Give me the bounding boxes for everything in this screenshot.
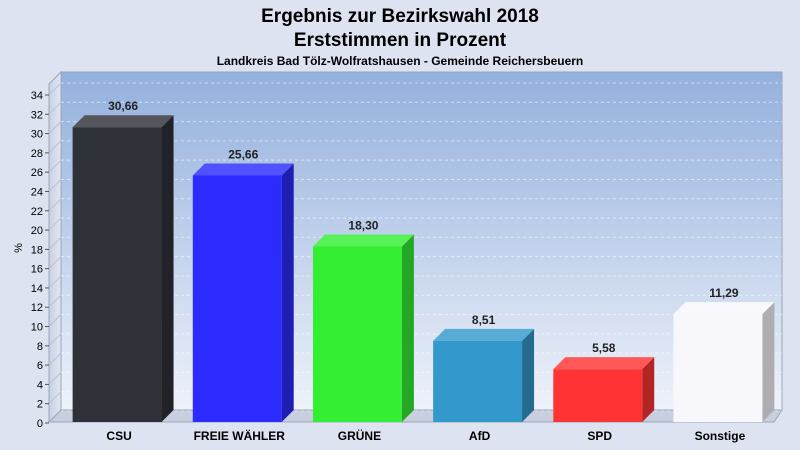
- bar-top: [72, 115, 174, 128]
- plot-back-wall: [60, 71, 783, 411]
- x-tick-label: FREIE WÄHLER: [194, 428, 286, 443]
- y-tick-label: 26: [31, 167, 43, 179]
- chart-title-line1: Ergebnis zur Bezirkswahl 2018: [261, 6, 539, 27]
- grid-line-diagonal: [48, 333, 62, 347]
- grid-line-diagonal: [48, 179, 62, 192]
- y-tick-label: 22: [31, 206, 43, 218]
- grid-line-diagonal: [48, 121, 62, 134]
- value-label: 30,66: [108, 99, 138, 113]
- y-tick-label: 20: [31, 225, 43, 237]
- grid-line-diagonal: [48, 294, 62, 308]
- grid-line-diagonal: [48, 352, 62, 366]
- y-tick-label: 30: [31, 129, 43, 141]
- bar-front: [72, 127, 162, 422]
- grid-line-diagonal: [48, 391, 62, 405]
- y-tick-label: 4: [37, 379, 43, 391]
- bar-top: [673, 302, 775, 315]
- grid-line-diagonal: [48, 159, 62, 173]
- value-label: 11,29: [709, 286, 739, 300]
- y-tick-label: 18: [31, 244, 43, 256]
- value-label: 8,51: [472, 313, 496, 327]
- bar-spd: [553, 357, 655, 422]
- bar-side: [642, 357, 655, 422]
- x-tick-label: GRÜNE: [338, 428, 381, 443]
- grid-line-diagonal: [48, 410, 62, 424]
- y-tick-label: 6: [37, 360, 43, 372]
- bar-front: [312, 246, 402, 422]
- bar-side: [401, 234, 414, 422]
- y-tick-label: 8: [37, 341, 43, 353]
- grid-line-diagonal: [48, 101, 62, 115]
- bars: [72, 115, 775, 422]
- grid-line-diagonal: [48, 256, 62, 270]
- bar-side: [281, 163, 294, 422]
- bar-sonstige: [673, 302, 775, 422]
- bar-front: [673, 314, 763, 422]
- bar-front: [433, 340, 523, 422]
- grid-line-diagonal: [48, 314, 62, 327]
- value-label: 5,58: [592, 341, 616, 355]
- y-tick-label: 34: [31, 90, 43, 102]
- grid-line-diagonal: [48, 82, 62, 96]
- bar-side: [522, 328, 535, 422]
- bar-top: [312, 234, 414, 247]
- chart-title-line2: Erststimmen in Prozent: [294, 30, 507, 51]
- plot-area: [47, 70, 783, 424]
- value-labels: 30,66 25,66 18,30 8,51 5,58 11,29: [108, 99, 739, 355]
- y-tick-label: 10: [31, 322, 43, 334]
- bar-side: [161, 115, 174, 422]
- bar-grüne: [312, 234, 414, 422]
- x-tick-label: Sonstige: [695, 429, 746, 443]
- bar-top: [433, 328, 535, 341]
- y-tick-label: 12: [31, 302, 43, 314]
- bar-top: [192, 163, 294, 176]
- grid-line-diagonal: [48, 198, 62, 212]
- y-tick-label: 24: [31, 186, 43, 198]
- y-tick-label: 14: [31, 283, 43, 295]
- y-tick-label: 28: [31, 148, 43, 160]
- x-tick-label: SPD: [587, 429, 612, 443]
- bar-side: [762, 302, 775, 422]
- y-tick-label: 16: [31, 264, 43, 276]
- grid-line-diagonal: [48, 236, 62, 250]
- bar-csu: [72, 115, 174, 422]
- bar-top: [553, 357, 655, 370]
- y-tick-label: 32: [31, 109, 43, 121]
- chart-subtitle: Landkreis Bad Tölz-Wolfratshausen - Geme…: [217, 54, 584, 68]
- grid-line-diagonal: [48, 140, 62, 154]
- grid-line-diagonal: [48, 275, 62, 289]
- grid-lines: [48, 82, 782, 424]
- value-label: 25,66: [228, 147, 258, 161]
- y-tick-label: 0: [37, 418, 43, 430]
- grid-line-diagonal: [48, 217, 62, 231]
- grid-line-diagonal: [48, 372, 62, 385]
- bar-front: [192, 175, 282, 422]
- x-tick-label: CSU: [106, 429, 131, 443]
- x-tick-label: AfD: [469, 429, 491, 443]
- y-axis-label: %: [13, 243, 25, 253]
- value-label: 18,30: [348, 218, 378, 232]
- bar-front: [553, 369, 643, 422]
- x-axis-labels: CSU FREIE WÄHLER GRÜNE AfD SPD Sonstige: [106, 428, 745, 443]
- y-tick-label: 2: [37, 399, 43, 411]
- bar-freie-wähler: [192, 163, 294, 422]
- bar-afd: [433, 328, 535, 422]
